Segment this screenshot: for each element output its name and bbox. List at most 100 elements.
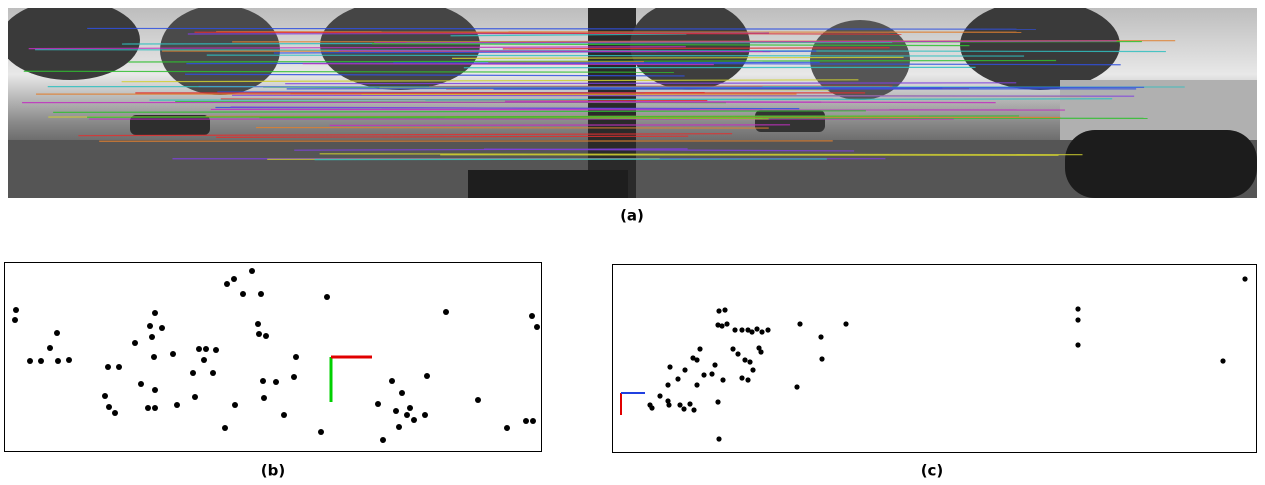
panel-frame — [5, 263, 542, 452]
point — [750, 367, 755, 372]
point — [293, 354, 299, 360]
match-line — [320, 154, 1083, 155]
point — [701, 372, 706, 377]
point — [256, 331, 262, 337]
point — [393, 408, 399, 414]
point — [530, 418, 536, 424]
point — [422, 412, 428, 418]
point — [843, 321, 848, 326]
match-line — [211, 109, 1065, 110]
panel-label: (b) — [261, 462, 285, 480]
point — [754, 326, 759, 331]
point — [649, 405, 654, 410]
point — [399, 390, 405, 396]
point-cloud — [647, 276, 1247, 441]
point — [722, 307, 727, 312]
page: (a) (b) (c) (() => { const data = JSON.p… — [0, 0, 1265, 485]
point — [1242, 276, 1247, 281]
point — [735, 351, 740, 356]
panel-frame — [613, 265, 1257, 453]
point — [1075, 317, 1080, 322]
match-line — [256, 128, 769, 129]
point — [231, 276, 237, 282]
point — [112, 410, 118, 416]
point — [255, 321, 261, 327]
point — [697, 346, 702, 351]
point — [55, 358, 61, 364]
point — [715, 399, 720, 404]
point — [529, 313, 535, 319]
point — [116, 364, 122, 370]
point — [232, 402, 238, 408]
point — [739, 375, 744, 380]
point — [258, 291, 264, 297]
point — [224, 281, 230, 287]
point — [210, 370, 216, 376]
point — [190, 370, 196, 376]
point — [687, 401, 692, 406]
figure: (a) (b) (c) — [0, 0, 1265, 485]
point — [159, 325, 165, 331]
point — [1075, 342, 1080, 347]
point — [675, 376, 680, 381]
point — [38, 358, 44, 364]
point — [1220, 358, 1225, 363]
point — [106, 404, 112, 410]
point — [411, 417, 417, 423]
point — [732, 327, 737, 332]
point — [192, 394, 198, 400]
point — [318, 429, 324, 435]
point — [380, 437, 386, 443]
point — [213, 347, 219, 353]
point — [716, 436, 721, 441]
point — [27, 358, 33, 364]
match-line — [315, 159, 827, 160]
point — [534, 324, 540, 330]
point — [145, 405, 151, 411]
point — [149, 334, 155, 340]
point — [424, 373, 430, 379]
point — [152, 387, 158, 393]
point — [665, 382, 670, 387]
panel-label: (c) — [921, 462, 944, 480]
point — [54, 330, 60, 336]
point — [747, 359, 752, 364]
match-line — [303, 64, 714, 65]
point — [758, 349, 763, 354]
point — [389, 378, 395, 384]
point — [819, 356, 824, 361]
point — [667, 364, 672, 369]
point — [404, 412, 410, 418]
point — [739, 327, 744, 332]
point — [201, 357, 207, 363]
point — [682, 367, 687, 372]
point — [152, 310, 158, 316]
point — [443, 309, 449, 315]
panel-label: (a) — [620, 207, 644, 225]
point — [681, 406, 686, 411]
point — [151, 354, 157, 360]
point — [797, 321, 802, 326]
point — [719, 323, 724, 328]
point — [745, 377, 750, 382]
point — [261, 395, 267, 401]
point — [375, 401, 381, 407]
point — [196, 346, 202, 352]
point — [720, 377, 725, 382]
point — [759, 329, 764, 334]
point — [712, 362, 717, 367]
point — [396, 424, 402, 430]
point — [263, 333, 269, 339]
point — [152, 405, 158, 411]
point — [240, 291, 246, 297]
point — [13, 307, 19, 313]
point-cloud — [12, 268, 540, 443]
point — [666, 402, 671, 407]
point — [105, 364, 111, 370]
point — [281, 412, 287, 418]
point — [102, 393, 108, 399]
point — [1075, 306, 1080, 311]
point — [324, 294, 330, 300]
point — [132, 340, 138, 346]
point — [730, 346, 735, 351]
